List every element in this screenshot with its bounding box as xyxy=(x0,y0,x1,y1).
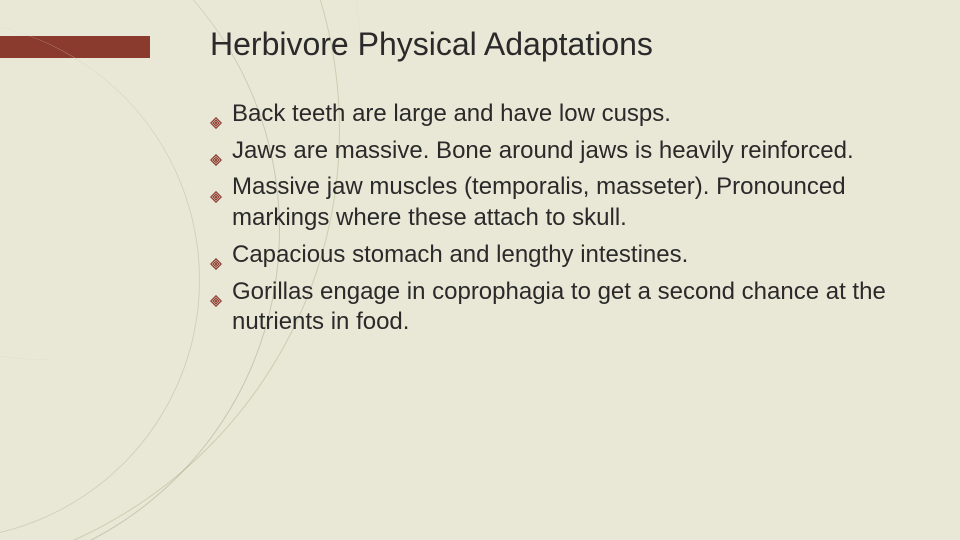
list-item: Massive jaw muscles (temporalis, massete… xyxy=(210,172,900,233)
list-item: Back teeth are large and have low cusps. xyxy=(210,99,900,130)
bullet-list: Back teeth are large and have low cusps.… xyxy=(210,99,900,338)
bullet-text: Capacious stomach and lengthy intestines… xyxy=(232,241,688,268)
diamond-bullet-icon xyxy=(210,107,222,119)
list-item: Capacious stomach and lengthy intestines… xyxy=(210,240,900,271)
diamond-bullet-icon xyxy=(210,248,222,260)
slide: Herbivore Physical Adaptations Back teet… xyxy=(0,0,960,540)
list-item: Gorillas engage in coprophagia to get a … xyxy=(210,277,900,338)
diamond-bullet-icon xyxy=(210,181,222,193)
slide-title: Herbivore Physical Adaptations xyxy=(210,26,900,63)
diamond-bullet-icon xyxy=(210,144,222,156)
bullet-text: Massive jaw muscles (temporalis, massete… xyxy=(232,173,846,231)
bullet-text: Jaws are massive. Bone around jaws is he… xyxy=(232,137,854,164)
bullet-text: Back teeth are large and have low cusps. xyxy=(232,100,671,127)
list-item: Jaws are massive. Bone around jaws is he… xyxy=(210,136,900,167)
diamond-bullet-icon xyxy=(210,285,222,297)
bullet-text: Gorillas engage in coprophagia to get a … xyxy=(232,278,886,336)
